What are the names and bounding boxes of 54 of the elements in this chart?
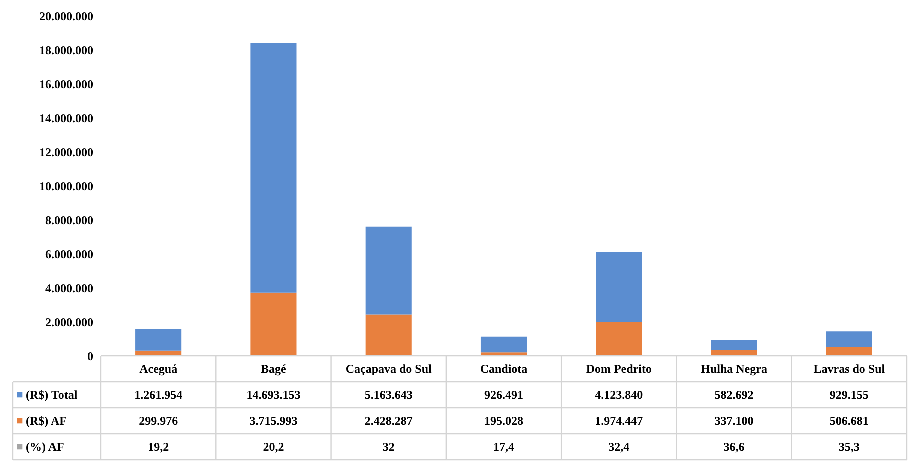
x-tick-label: Candiota [480, 362, 528, 376]
legend-label: (R$) AF [26, 414, 67, 428]
data-label: 926.491 [484, 388, 524, 402]
bar [136, 329, 182, 351]
bar [480, 336, 528, 353]
data-label: 14.693.153 [246, 388, 301, 402]
data-label: 299.976 [139, 414, 178, 428]
data-label: 20,2 [263, 440, 284, 454]
data-label: 582.692 [714, 388, 754, 402]
data-label: 19,2 [148, 440, 170, 454]
y-tick-label: 10.000.000 [40, 180, 94, 194]
bar [480, 352, 528, 356]
y-tick-label: 6.000.000 [46, 248, 94, 262]
bar [250, 292, 297, 356]
bar [826, 347, 872, 356]
legend-label: (R$) Total [26, 388, 78, 402]
data-label: 195.028 [484, 414, 524, 428]
y-tick-label: 18.000.000 [40, 44, 94, 58]
y-tick-label: 14.000.000 [40, 112, 94, 126]
x-tick-label: Caçapava do Sul [346, 362, 433, 376]
bar [826, 332, 872, 348]
data-label: 3.715.993 [250, 414, 298, 428]
x-tick-label: Lavras do Sul [814, 362, 886, 376]
y-tick-label: 20.000.000 [40, 10, 94, 24]
x-tick-label: Hulha Negra [701, 362, 768, 376]
data-label: 1.974.447 [595, 414, 644, 428]
legend-label: (%) AF [26, 440, 64, 454]
bar [596, 252, 642, 322]
y-tick-label: 0 [88, 350, 94, 364]
bar [366, 226, 412, 315]
data-label: 36,6 [724, 440, 745, 454]
data-label: 1.261.954 [134, 388, 183, 402]
data-label: 506.681 [830, 414, 869, 428]
x-tick-label: Aceguá [140, 362, 178, 376]
bar [711, 340, 758, 350]
data-label: 929.155 [830, 388, 869, 402]
y-tick-label: 8.000.000 [46, 214, 94, 228]
data-label: 17,4 [494, 440, 514, 454]
bar [596, 322, 642, 356]
x-tick-label: Bagé [261, 362, 288, 376]
y-tick-label: 16.000.000 [40, 78, 94, 92]
data-label: 4.123.840 [595, 388, 644, 402]
data-label: 337.100 [714, 414, 754, 428]
y-tick-label: 12.000.000 [40, 146, 94, 160]
data-label: 32 [382, 440, 395, 454]
data-label: 2.428.287 [364, 414, 413, 428]
x-tick-label: Dom Pedrito [586, 362, 652, 376]
data-label: 32,4 [608, 440, 630, 454]
bar [250, 43, 297, 293]
data-label: 35,3 [838, 440, 860, 454]
data-label: 5.163.643 [364, 388, 413, 402]
y-tick-label: 4.000.000 [46, 282, 94, 296]
bar [366, 314, 412, 356]
y-tick-label: 2.000.000 [46, 316, 94, 330]
